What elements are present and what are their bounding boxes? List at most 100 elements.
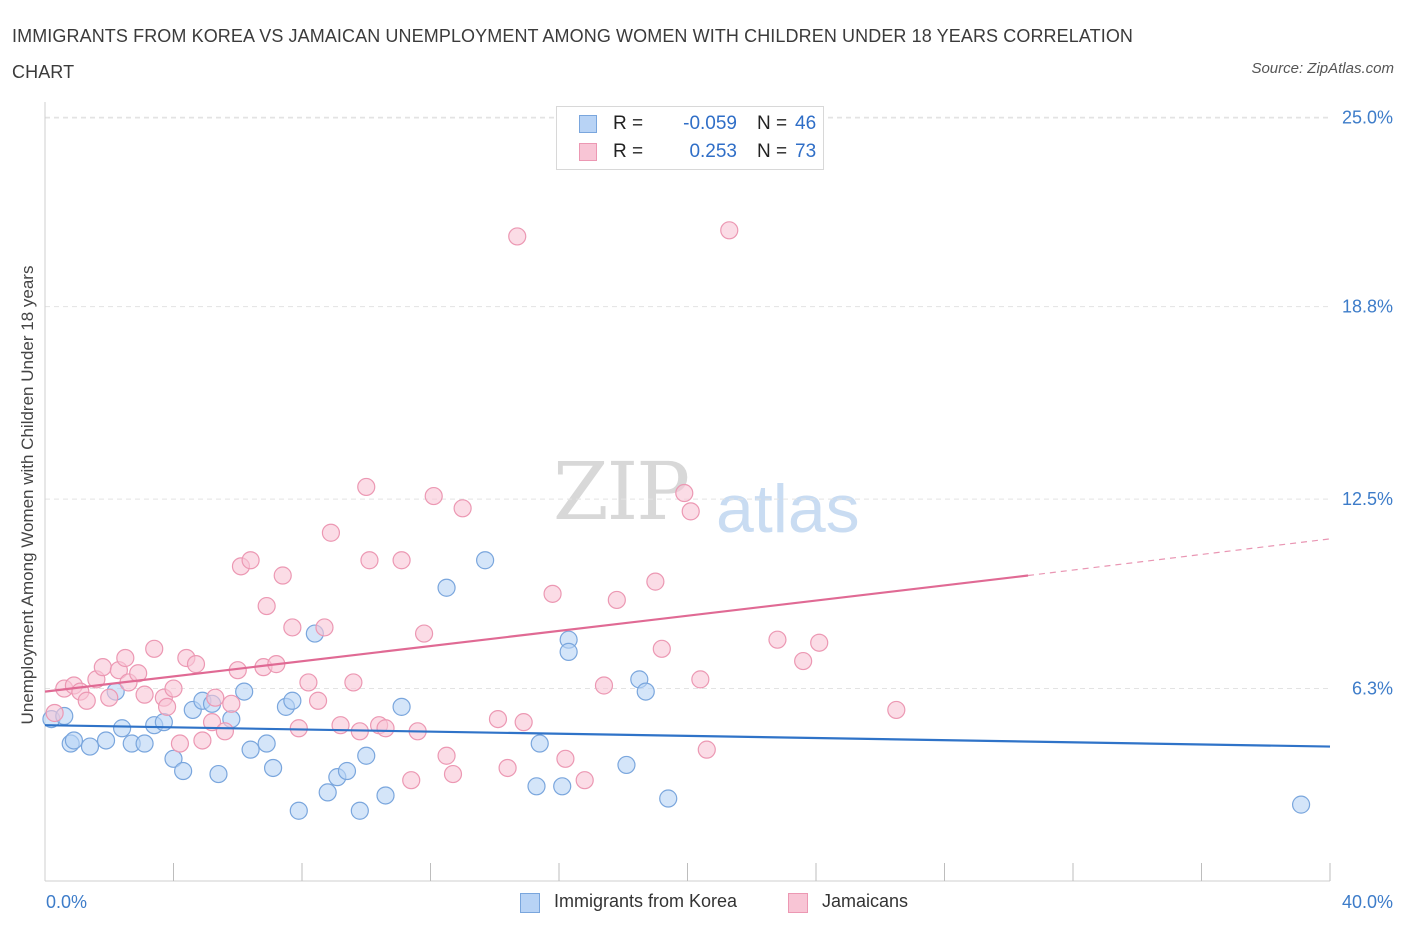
jamaicans-point	[691, 670, 710, 689]
korea-point	[559, 642, 578, 661]
legend-jamaicans-label: Jamaicans	[822, 891, 909, 911]
jamaicans-point	[453, 499, 472, 518]
jamaicans-point	[321, 523, 341, 542]
korea-point	[376, 786, 395, 805]
jamaicans-point	[222, 694, 241, 713]
korea-point	[174, 761, 193, 781]
legend-korea-swatch	[520, 893, 540, 913]
jamaicans-point	[360, 551, 379, 570]
y-tick-label: 12.5%	[1342, 489, 1393, 509]
jamaicans-point	[93, 658, 112, 677]
jamaicans-point	[357, 477, 376, 497]
jamaicans-point	[887, 700, 906, 720]
korea-point	[235, 682, 254, 701]
jamaicans-point	[652, 639, 671, 658]
x-tick-label: 40.0%	[1342, 892, 1393, 912]
jamaicans-point	[402, 771, 421, 790]
korea-point	[135, 734, 154, 753]
jamaicans-point	[344, 673, 363, 692]
jamaicans-point	[273, 566, 292, 585]
jamaicans-point	[116, 648, 135, 668]
jamaicans-point	[768, 630, 787, 649]
jamaicans-point	[193, 731, 212, 750]
korea-point	[283, 691, 302, 710]
korea-point	[80, 737, 100, 756]
jamaicans-point	[299, 673, 318, 692]
korea-point	[1291, 795, 1311, 814]
korea-point	[357, 746, 376, 765]
jamaicans-point	[437, 746, 456, 765]
korea-n-label: N =	[757, 113, 788, 134]
korea-swatch	[579, 115, 597, 133]
jamaicans-point	[315, 618, 334, 637]
korea-point	[289, 801, 308, 820]
jamaicans-r-value: 0.253	[689, 141, 737, 162]
korea-point	[530, 734, 549, 753]
jamaicans-point	[424, 486, 443, 506]
watermark-atlas: atlas	[716, 471, 860, 547]
jamaicans-point	[720, 221, 739, 240]
y-tick-label: 25.0%	[1342, 107, 1393, 127]
jamaicans-point	[257, 596, 276, 616]
korea-trendline	[44, 724, 1331, 748]
korea-point	[64, 731, 84, 750]
stats-box: R = -0.059 N = 46 R = 0.253 N = 73	[556, 106, 824, 170]
y-tick-label: 18.8%	[1342, 297, 1393, 317]
korea-point	[337, 761, 357, 781]
korea-point	[617, 755, 636, 775]
jamaicans-point	[414, 624, 434, 643]
korea-point	[241, 740, 260, 759]
jamaicans-point	[607, 590, 626, 610]
jamaicans-r-label: R =	[613, 141, 644, 162]
jamaicans-point	[556, 749, 575, 768]
chart-title: IMMIGRANTS FROM KOREA VS JAMAICAN UNEMPL…	[12, 26, 1134, 82]
jamaicans-point	[594, 676, 614, 695]
korea-point	[437, 578, 456, 597]
jamaicans-point	[514, 713, 533, 732]
korea-point	[112, 719, 132, 738]
korea-r-value: -0.059	[683, 113, 737, 134]
legend-korea-label: Immigrants from Korea	[554, 891, 738, 911]
jamaicans-point	[392, 551, 411, 570]
korea-point	[96, 731, 116, 750]
jamaicans-point	[575, 771, 594, 790]
source-label: Source: ZipAtlas.com	[1251, 60, 1394, 77]
korea-point	[257, 734, 276, 753]
korea-point	[350, 801, 369, 820]
jamaicans-point	[794, 651, 813, 671]
jamaicans-point	[675, 483, 694, 503]
jamaicans-point	[135, 685, 154, 704]
x-tick-label: 0.0%	[46, 892, 87, 912]
korea-point	[263, 758, 283, 778]
jamaicans-point	[129, 664, 148, 683]
jamaicans-point	[488, 709, 508, 729]
jamaicans-point	[498, 758, 517, 778]
jamaicans-point	[145, 639, 164, 658]
watermark-zip: ZIP	[553, 445, 690, 538]
jamaicans-n-label: N =	[757, 141, 788, 162]
korea-point	[636, 682, 655, 701]
jamaicans-point	[241, 551, 260, 570]
jamaicans-n-value: 73	[795, 141, 817, 162]
korea-point	[553, 777, 572, 796]
jamaicans-point	[508, 227, 527, 246]
korea-point	[476, 551, 495, 570]
jamaicans-point	[202, 713, 222, 732]
jamaicans-point	[810, 633, 829, 652]
jamaicans-point	[170, 734, 190, 753]
jamaicans-point	[100, 688, 119, 707]
jamaicans-swatch	[579, 143, 597, 161]
legend-jamaicans-swatch	[788, 893, 808, 913]
jamaicans-point	[697, 740, 716, 759]
korea-point	[527, 777, 546, 796]
jamaicans-point	[543, 584, 562, 603]
jamaicans-point	[646, 572, 665, 591]
jamaicans-point	[164, 679, 183, 698]
y-tick-label: 6.3%	[1352, 679, 1393, 699]
jamaicans-point	[45, 703, 64, 723]
jamaicans-point	[283, 618, 302, 637]
y-axis-label: Unemployment Among Women with Children U…	[18, 265, 37, 725]
jamaicans-point	[186, 655, 206, 674]
korea-point	[392, 697, 411, 716]
